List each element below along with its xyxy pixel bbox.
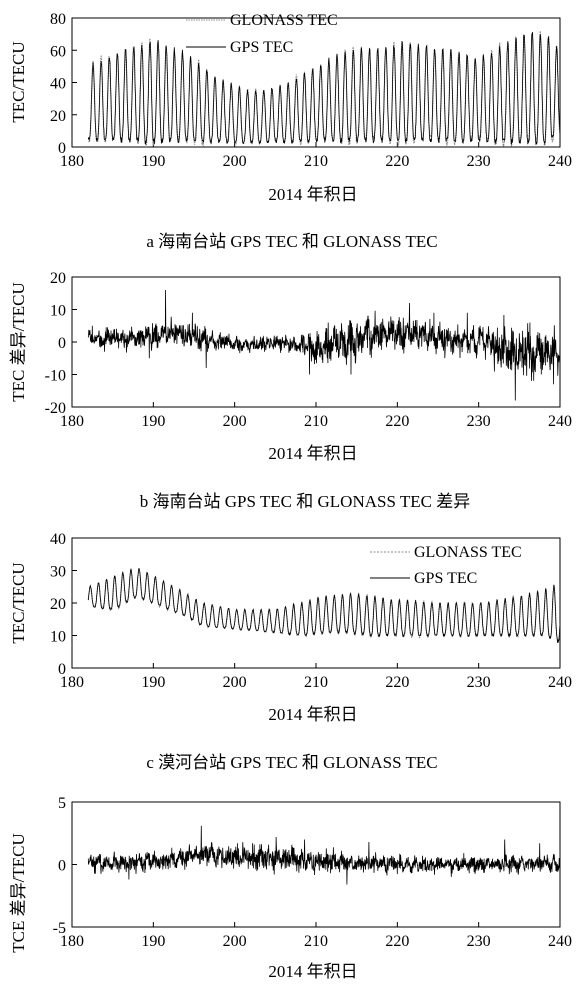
- panel-a-ylabel: TEC/TECU: [9, 41, 28, 122]
- panel-b-series-group: [87, 289, 560, 401]
- panel-d-x-tick-label: 200: [223, 933, 247, 950]
- panel-a-x-tick-label: 240: [548, 153, 572, 170]
- panel-a-x-tick-label: 180: [60, 153, 84, 170]
- panel-b-x-tick-label: 210: [304, 413, 328, 430]
- panel-c-xlabel: 2014 年积日: [268, 705, 357, 724]
- panel-c-ylabel: TEC/TECU: [9, 562, 28, 643]
- panel-b-y-tick-label: -10: [45, 368, 66, 385]
- panel-d-x-tick-label: 230: [467, 933, 491, 950]
- panel-c-x-tick-label: 240: [548, 674, 572, 691]
- panel-a-y-tick-label: 80: [50, 11, 66, 28]
- panel-c-caption: c 漠河台站 GPS TEC 和 GLONASS TEC: [146, 753, 437, 772]
- panel-a-x-tick-label: 190: [141, 153, 165, 170]
- panel-b-y-tick-label: 0: [58, 335, 66, 352]
- panel-d-y-tick-label: -5: [53, 920, 66, 937]
- panel-d-y-tick-label: 5: [58, 795, 66, 812]
- panel-b-series-tec-difference: [87, 289, 560, 401]
- panel-a-series-gps-tec: [87, 31, 560, 146]
- panel-d-x-tick-label: 210: [304, 933, 328, 950]
- panel-b-caption: b 海南台站 GPS TEC 和 GLONASS TEC 差异: [140, 492, 470, 511]
- panel-b-x-tick-label: 240: [548, 413, 572, 430]
- panel-a-plot-frame: [71, 17, 561, 148]
- panel-b-plot: 180 190 200 210 220 230 240 -20 -10 0 10 20: [45, 270, 572, 430]
- panel-b: 180 190 200 210 220 230 240 -20 -10 0 10 20 TEC 差异/…: [9, 270, 572, 511]
- panel-a-legend: GLONASS TEC GPS TEC: [186, 12, 338, 56]
- panel-a-y-tick-label: 20: [50, 108, 66, 125]
- panel-a-x-tick-label: 210: [304, 153, 328, 170]
- panel-d-plot: 180 190 200 210 220 230 240 -5 0 5: [53, 795, 572, 950]
- panel-c-y-tick-label: 40: [50, 531, 66, 548]
- panel-d-x-tick-label: 220: [385, 933, 409, 950]
- panel-b-x-tick-label: 230: [467, 413, 491, 430]
- panel-b-y-tick-label: -20: [45, 400, 66, 417]
- panel-d-ylabel: TCE 差异/TECU: [9, 833, 28, 952]
- panel-d-series-group: [87, 825, 560, 885]
- panel-a-caption: a 海南台站 GPS TEC 和 GLONASS TEC: [146, 232, 437, 251]
- panel-a-legend-glonass-label: GLONASS TEC: [230, 12, 338, 29]
- panel-b-x-tick-label: 190: [141, 413, 165, 430]
- panel-b-y-tick-label: 20: [50, 270, 66, 287]
- panel-a-plot: 180 190 200 210 220 230 240 0 20 40 60 80: [50, 11, 572, 170]
- panel-a-y-tick-label: 60: [50, 43, 66, 60]
- panel-c-y-tick-label: 20: [50, 596, 66, 613]
- panel-c-legend: GLONASS TEC GPS TEC: [370, 544, 522, 587]
- panel-d-series-tec-difference: [87, 825, 560, 885]
- panel-c-y-tick-label: 30: [50, 564, 66, 581]
- panel-b-x-tick-label: 220: [385, 413, 409, 430]
- panel-c-legend-glonass-label: GLONASS TEC: [414, 544, 522, 561]
- panel-b-y-tick-label: 10: [50, 303, 66, 320]
- panel-c-plot: 180 190 200 210 220 230 240 0 10 20 30 40: [50, 531, 572, 691]
- panel-d-xlabel: 2014 年积日: [268, 962, 357, 981]
- panel-b-ylabel: TEC 差异/TECU: [9, 282, 28, 401]
- panel-a-x-tick-label: 200: [223, 153, 247, 170]
- panel-c-legend-gps-label: GPS TEC: [414, 570, 477, 587]
- panel-b-x-tick-label: 180: [60, 413, 84, 430]
- panel-c-x-tick-label: 190: [141, 674, 165, 691]
- panel-c-series-group: [87, 567, 560, 644]
- panel-d-y-tick-label: 0: [58, 858, 66, 875]
- panel-b-x-tick-label: 200: [223, 413, 247, 430]
- panel-a-series-group: [87, 30, 560, 147]
- panel-a-legend-gps-label: GPS TEC: [230, 39, 293, 56]
- panel-c-y-tick-label: 0: [58, 661, 66, 678]
- panel-c-x-tick-label: 210: [304, 674, 328, 691]
- panel-a-xlabel: 2014 年积日: [268, 185, 357, 204]
- panel-a-x-tick-label: 230: [467, 153, 491, 170]
- panel-a-x-tick-label: 220: [385, 153, 409, 170]
- panel-c-x-tick-label: 220: [385, 674, 409, 691]
- panel-d-x-tick-label: 180: [60, 933, 84, 950]
- panel-c-x-tick-label: 180: [60, 674, 84, 691]
- panel-c-series-gps-tec: [87, 567, 560, 643]
- panel-b-xlabel: 2014 年积日: [268, 444, 357, 463]
- panel-c-y-tick-label: 10: [50, 629, 66, 646]
- panel-a-y-tick-label: 0: [58, 140, 66, 157]
- panel-d-x-tick-label: 190: [141, 933, 165, 950]
- panel-c-x-tick-label: 230: [467, 674, 491, 691]
- panel-d: 180 190 200 210 220 230 240 -5 0 5 TCE 差异/TECU 20…: [9, 795, 572, 981]
- panel-a-y-tick-label: 40: [50, 76, 66, 93]
- panel-d-x-tick-label: 240: [548, 933, 572, 950]
- panel-c-x-tick-label: 200: [223, 674, 247, 691]
